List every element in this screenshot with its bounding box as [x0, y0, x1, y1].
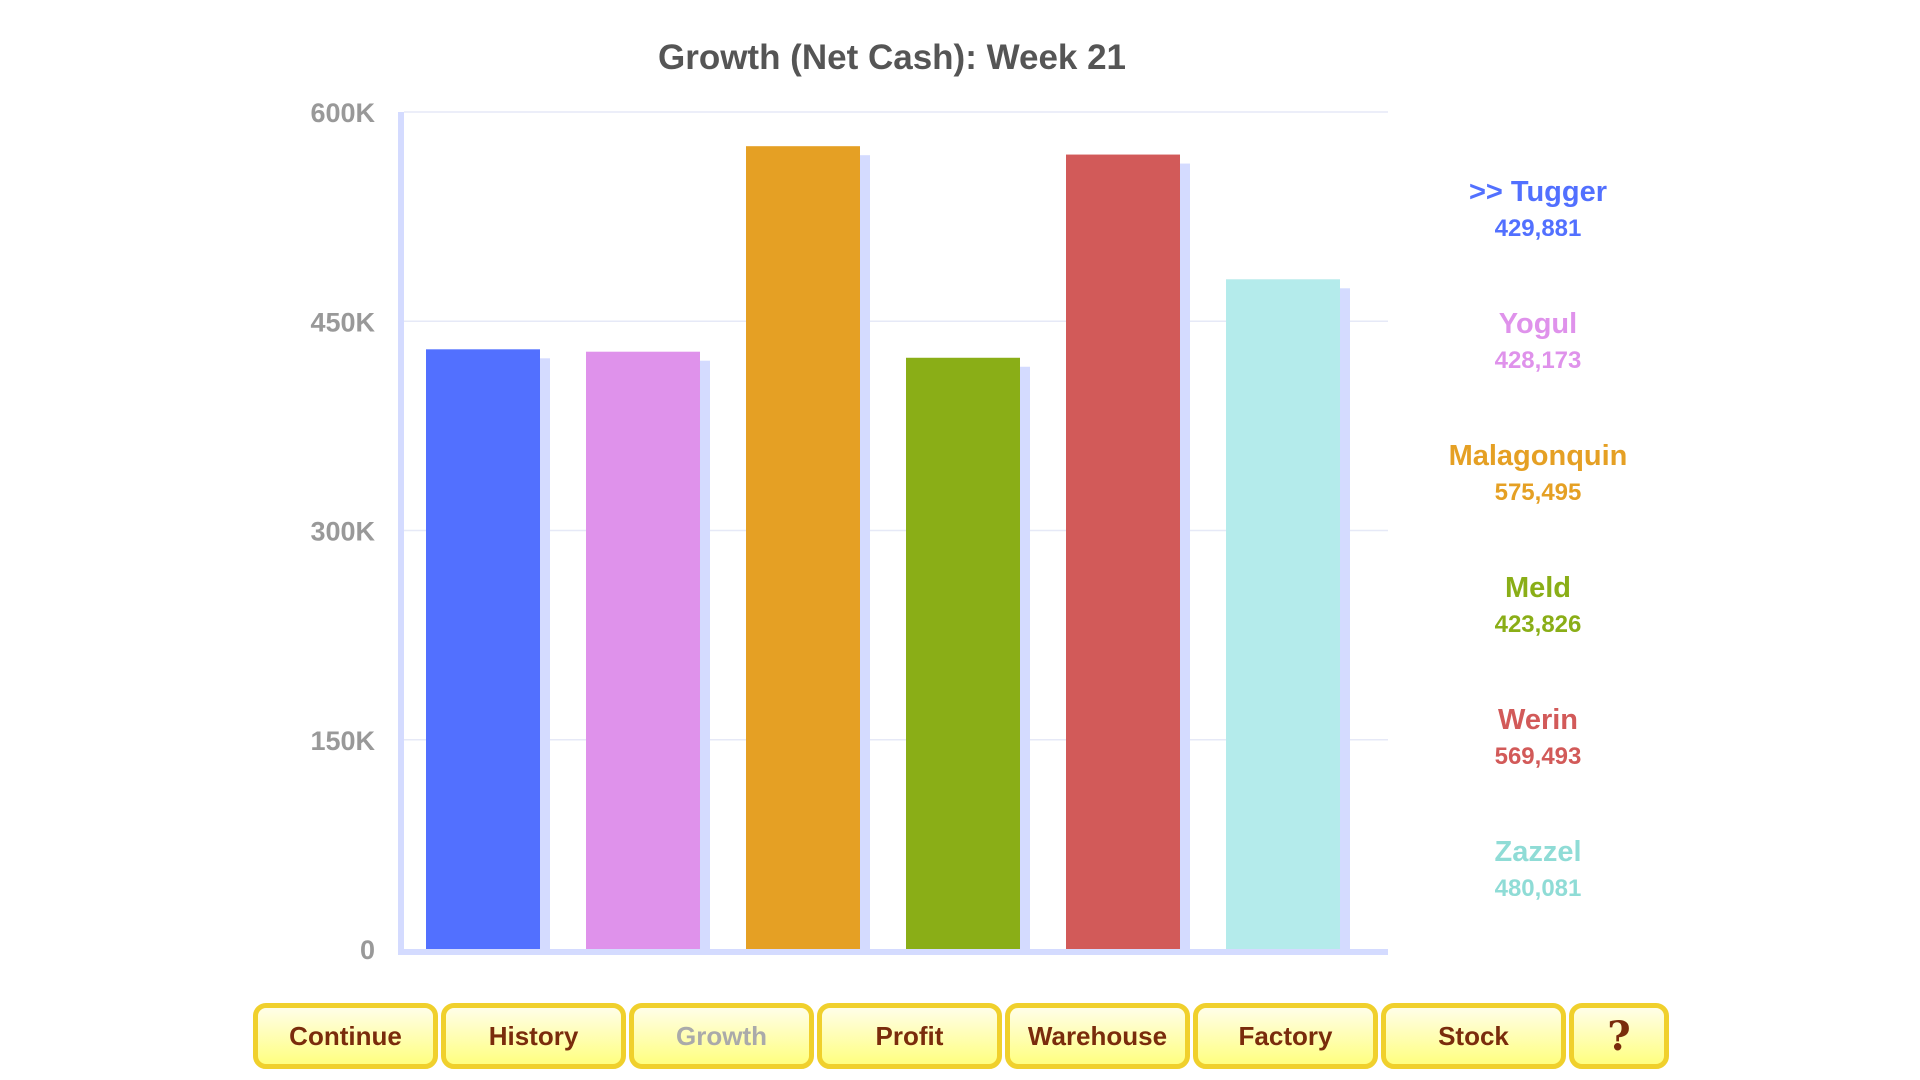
legend-entry: >> Tugger 429,881	[1388, 176, 1688, 243]
legend-value: 423,826	[1494, 611, 1582, 638]
legend-name: Zazzel	[1494, 836, 1582, 868]
legend-entry: Meld 423,826	[1388, 572, 1688, 639]
legend-entry: Zazzel 480,081	[1388, 836, 1688, 903]
y-tick-label: 450K	[310, 307, 375, 337]
y-axis	[398, 112, 404, 955]
bar-werin	[1066, 154, 1180, 950]
legend-name: >> Tugger	[1468, 176, 1608, 208]
legend-value: 480,081	[1494, 875, 1582, 902]
history-button[interactable]: History	[441, 1003, 626, 1069]
bar-zazzel	[1226, 279, 1340, 950]
legend-entry: Malagonquin 575,495	[1388, 440, 1688, 507]
legend-value: 429,881	[1494, 215, 1582, 242]
bar-malagonquin	[746, 146, 860, 950]
legend-name: Werin	[1497, 704, 1579, 736]
y-tick-label: 0	[360, 935, 375, 965]
x-axis	[398, 949, 1388, 955]
legend-value: 575,495	[1494, 479, 1582, 506]
y-tick-label: 600K	[310, 98, 375, 128]
y-tick-label: 300K	[310, 517, 375, 547]
legend-entry: Werin 569,493	[1388, 704, 1688, 771]
factory-button[interactable]: Factory	[1193, 1003, 1378, 1069]
stock-button[interactable]: Stock	[1381, 1003, 1566, 1069]
bar-yogul	[586, 351, 700, 949]
bar-meld	[906, 357, 1020, 950]
legend-name: Yogul	[1498, 308, 1578, 340]
chart-title: Growth (Net Cash): Week 21	[657, 38, 1127, 77]
bar-tugger	[426, 349, 540, 949]
legend-entry: Yogul 428,173	[1388, 308, 1688, 375]
legend-name: Meld	[1504, 572, 1572, 604]
warehouse-button[interactable]: Warehouse	[1005, 1003, 1190, 1069]
help-button[interactable]: ?	[1569, 1003, 1669, 1069]
legend-value: 569,493	[1494, 743, 1582, 770]
profit-button[interactable]: Profit	[817, 1003, 1002, 1069]
y-tick-label: 150K	[310, 726, 375, 756]
growth-button[interactable]: Growth	[629, 1003, 814, 1069]
legend-value: 428,173	[1494, 347, 1582, 374]
bar-chart: 0 150K 300K 450K 600K	[310, 98, 1388, 965]
continue-button[interactable]: Continue	[253, 1003, 438, 1069]
legend-name: Malagonquin	[1448, 440, 1628, 472]
